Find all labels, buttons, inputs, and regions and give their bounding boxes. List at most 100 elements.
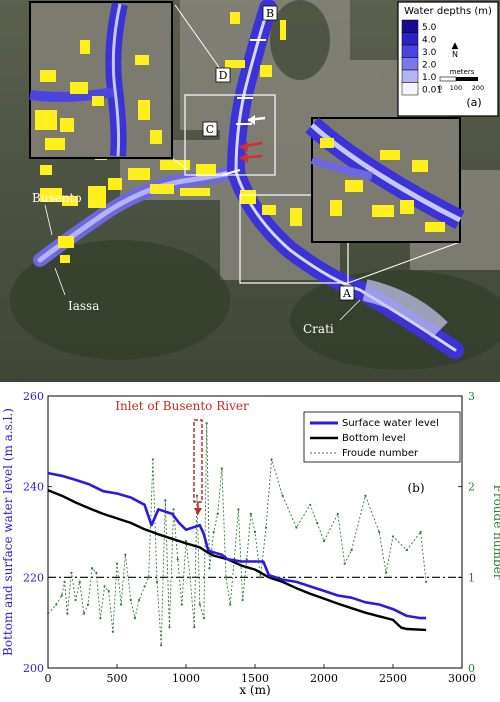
y2-axis-label: Froude number	[491, 485, 500, 580]
froude-point-41	[216, 512, 219, 515]
froude-point-2	[60, 594, 63, 597]
froude-point-26	[160, 644, 163, 647]
y-tick-label-2: 240	[23, 481, 44, 494]
froude-point-13	[103, 585, 106, 588]
legend-bottom: Bottom level	[342, 433, 406, 444]
froude-point-4	[66, 612, 69, 615]
y-tick-label-0: 200	[23, 662, 44, 675]
froude-point-66	[405, 549, 408, 552]
froude-point-34	[193, 626, 196, 629]
froude-point-43	[224, 576, 228, 579]
inset-connector-left	[174, 4, 229, 81]
froude-point-35	[195, 494, 199, 497]
marker-d: D	[219, 69, 228, 82]
froude-point-46	[237, 508, 240, 511]
legend-level-1: 4.0	[422, 35, 437, 45]
legend-swatch-5	[401, 82, 419, 96]
depth-legend: Water depths (m) 5.0 4.0 3.0 2.0 1.0 0.01 ▲ N…	[397, 1, 499, 117]
tick-layer: 0 500 1000 1500 2000 2500 3000 200 220 240 260 0 1 2 3	[23, 390, 476, 685]
legend-level-5: 0.01	[422, 85, 442, 95]
froude-point-14	[107, 589, 110, 593]
froude-point-39	[208, 567, 211, 570]
froude-point-65	[391, 535, 395, 538]
legend-level-2: 3.0	[422, 48, 437, 58]
scale-tick-0: 0	[438, 84, 442, 92]
froude-point-10	[91, 567, 94, 570]
froude-point-1	[55, 603, 58, 606]
x-tick-label-3: 1500	[241, 672, 269, 685]
marker-c: C	[206, 123, 214, 136]
froude-point-8	[82, 612, 85, 615]
chart-legend: Surface water level Bottom level Froude …	[303, 411, 461, 463]
x-tick-label-2: 1000	[172, 672, 200, 685]
inset-map-left	[29, 1, 173, 159]
froude-point-61	[350, 549, 353, 552]
legend-level-4: 1.0	[422, 73, 437, 83]
series-surface-water-level	[47, 471, 427, 620]
froude-point-62	[364, 494, 367, 497]
x-axis-label: x (m)	[239, 683, 270, 697]
legend-swatch-1	[401, 32, 419, 46]
froude-point-0	[46, 612, 50, 615]
froude-point-9	[86, 603, 90, 606]
froude-point-22	[143, 585, 146, 588]
x-tick-label-1: 500	[107, 672, 128, 685]
froude-point-31	[180, 603, 183, 606]
chart-panel: 0 500 1000 1500 2000 2500 3000 200 220 240 260 0 1 2 3…	[0, 382, 500, 698]
froude-point-50	[253, 530, 257, 534]
cross-sections	[221, 39, 266, 176]
froude-point-20	[133, 617, 137, 620]
legend-level-0: 5.0	[422, 23, 437, 33]
scale-tick-100: 100	[450, 84, 462, 92]
froude-point-42	[220, 467, 223, 470]
legend-froude: Froude number	[342, 448, 419, 459]
y-axis-label: Bottom and surface water level (m a.s.l.…	[1, 408, 15, 656]
froude-point-67	[419, 530, 422, 534]
froude-point-53	[270, 458, 273, 461]
y2-tick-label-2: 2	[468, 481, 475, 494]
panel-label-a: (a)	[466, 96, 481, 109]
froude-point-30	[176, 558, 179, 561]
y-tick-label-3: 260	[23, 390, 44, 403]
froude-point-59	[336, 512, 339, 515]
flow-arrows	[239, 115, 266, 163]
marker-a: A	[342, 287, 352, 300]
froude-point-5	[70, 571, 73, 574]
froude-point-25	[155, 580, 159, 583]
froude-point-49	[249, 512, 252, 515]
froude-point-28	[168, 626, 171, 629]
y2-tick-label-1: 1	[468, 571, 475, 584]
svg-text:▲: ▲	[452, 41, 459, 51]
froude-point-51	[259, 576, 262, 579]
froude-point-63	[378, 530, 381, 534]
froude-point-17	[120, 603, 123, 606]
froude-point-6	[74, 598, 77, 602]
north-arrow: N	[452, 50, 458, 59]
froude-point-60	[343, 562, 346, 565]
froude-point-40	[212, 530, 215, 534]
froude-point-16	[115, 562, 119, 565]
froude-point-7	[78, 580, 81, 583]
froude-point-32	[184, 539, 188, 543]
flooded-buildings	[40, 12, 302, 263]
zoom-box-c	[184, 94, 276, 176]
froude-point-27	[164, 499, 167, 502]
froude-point-33	[189, 576, 192, 579]
place-label-boxes	[202, 5, 355, 301]
y-tick-label-1: 220	[23, 571, 44, 584]
label-busento: Busento	[32, 191, 82, 205]
froude-point-23	[147, 576, 150, 579]
froude-point-15	[111, 630, 114, 633]
series-froude-number	[47, 422, 427, 646]
froude-point-56	[309, 503, 312, 506]
scale-title: meters	[450, 68, 475, 76]
legend-swatch-4	[401, 69, 419, 83]
froude-point-54	[281, 494, 284, 497]
y2-tick-label-3: 3	[468, 390, 475, 403]
froude-point-18	[124, 553, 127, 556]
map-panel: B D C A Busento Iassa Crati Water depths…	[0, 0, 500, 382]
label-crati: Crati	[303, 322, 334, 336]
legend-title: Water depths (m)	[404, 6, 492, 17]
legend-surface: Surface water level	[342, 418, 439, 429]
froude-point-29	[172, 508, 175, 511]
